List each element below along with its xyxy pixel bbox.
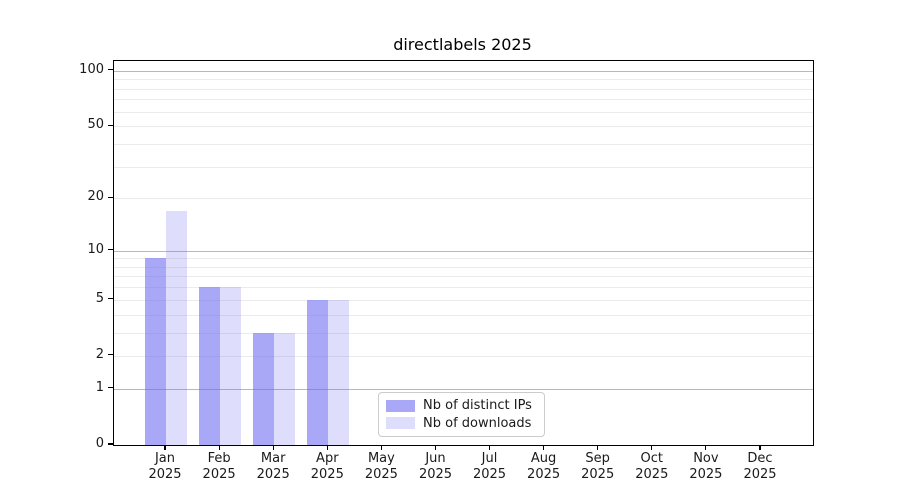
bar-distinct-ips-apr [307, 299, 329, 445]
y-tick-label-50: 50 [87, 117, 104, 133]
x-tick-label-jun: Jun 2025 [418, 451, 453, 482]
bar-downloads-apr [328, 299, 350, 445]
bar-distinct-ips-feb [199, 287, 221, 445]
y-tick-mark-5 [108, 298, 113, 300]
gridline-2 [114, 355, 813, 357]
y-tick-mark-50 [108, 124, 113, 126]
bar-downloads-jan [166, 210, 187, 445]
x-tick-label-sep: Sep 2025 [581, 451, 615, 482]
x-tick-label-may: May 2025 [364, 451, 398, 482]
y-tick-mark-100 [108, 69, 113, 71]
x-tick-mark-dec [759, 445, 761, 450]
x-tick-mark-nov [705, 445, 707, 450]
x-tick-mark-jan [164, 445, 166, 450]
x-tick-mark-oct [651, 445, 653, 450]
legend-swatch-distinct-ips [386, 399, 415, 412]
x-tick-label-mar: Mar 2025 [256, 451, 290, 482]
gridline-90 [114, 79, 813, 81]
bar-distinct-ips-jan [145, 258, 166, 445]
y-tick-label-100: 100 [79, 61, 104, 77]
gridline-9 [114, 258, 813, 260]
x-tick-mark-aug [543, 445, 545, 450]
legend-label-downloads: Nb of downloads [423, 415, 532, 431]
bar-distinct-ips-mar [253, 332, 275, 445]
gridline-4 [114, 314, 813, 316]
gridline-6 [114, 287, 813, 289]
bar-downloads-mar [274, 332, 296, 445]
x-tick-mark-jun [434, 445, 437, 450]
x-tick-label-apr: Apr 2025 [310, 451, 344, 482]
y-tick-mark-1 [108, 387, 113, 389]
x-tick-mark-jul [488, 445, 491, 450]
x-tick-label-oct: Oct 2025 [635, 451, 669, 482]
x-tick-label-jan: Jan 2025 [148, 451, 182, 482]
y-tick-mark-20 [108, 196, 113, 198]
x-tick-mark-may [380, 445, 382, 450]
x-tick-mark-feb [218, 445, 220, 450]
legend-item-distinct-ips: Nb of distinct IPs [386, 397, 536, 415]
x-tick-label-dec: Dec 2025 [743, 451, 777, 482]
x-tick-mark-mar [272, 445, 274, 450]
legend-label-distinct-ips: Nb of distinct IPs [423, 398, 532, 414]
gridline-20 [114, 198, 813, 200]
gridline-60 [114, 111, 813, 113]
legend: Nb of distinct IPs Nb of downloads [378, 392, 545, 437]
gridline-5 [114, 299, 813, 301]
y-tick-label-0: 0 [95, 436, 104, 451]
chart-title: directlabels 2025 [393, 35, 532, 54]
y-tick-mark-10 [108, 249, 113, 251]
x-tick-label-aug: Aug 2025 [527, 451, 561, 482]
y-tick-label-1: 1 [95, 379, 104, 395]
y-tick-label-5: 5 [95, 290, 104, 306]
x-tick-label-jul: Jul 2025 [472, 451, 507, 482]
legend-swatch-downloads [386, 417, 415, 430]
y-tick-label-10: 10 [87, 241, 104, 257]
gridline-100 [114, 70, 813, 72]
x-tick-mark-apr [326, 445, 328, 450]
x-tick-mark-sep [597, 445, 599, 450]
gridline-70 [114, 99, 813, 101]
gridline-30 [114, 166, 813, 168]
y-tick-label-20: 20 [87, 189, 104, 205]
y-tick-mark-0 [108, 443, 113, 445]
gridline-7 [114, 276, 813, 278]
plot-area [113, 60, 814, 446]
y-tick-mark-2 [108, 354, 113, 356]
gridline-40 [114, 143, 813, 145]
x-tick-label-nov: Nov 2025 [689, 451, 723, 482]
legend-item-downloads: Nb of downloads [386, 415, 536, 433]
gridline-1 [114, 388, 813, 390]
gridline-80 [114, 88, 813, 90]
bar-downloads-feb [220, 287, 242, 445]
gridline-50 [114, 126, 813, 128]
gridline-3 [114, 332, 813, 334]
y-tick-label-2: 2 [95, 346, 104, 362]
x-tick-label-feb: Feb 2025 [202, 451, 236, 482]
gridline-8 [114, 266, 813, 268]
gridline-10 [114, 250, 813, 252]
